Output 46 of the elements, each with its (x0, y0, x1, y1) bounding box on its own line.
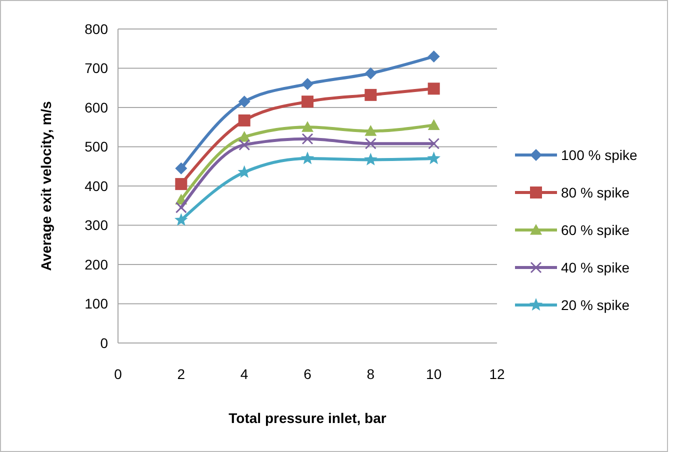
y-tick-label: 500 (84, 138, 108, 155)
point (427, 152, 440, 164)
point (302, 96, 314, 108)
point (302, 133, 314, 145)
point (428, 50, 440, 62)
x-tick-label: 10 (426, 366, 442, 382)
legend-label: 100 % spike (561, 146, 638, 163)
point (175, 162, 188, 174)
y-tick-label: 200 (84, 256, 108, 272)
legend-label: 20 % spike (561, 296, 630, 313)
y-tick-label: 400 (84, 178, 108, 194)
legend-label: 40 % spike (561, 259, 630, 276)
point (428, 138, 440, 150)
point (238, 139, 250, 151)
x-tick-label: 6 (304, 366, 312, 382)
x-tick-label: 2 (177, 366, 186, 382)
x-tick-label: 12 (489, 366, 505, 382)
x-axis-title: Total pressure inlet, bar (228, 410, 387, 426)
point (302, 121, 314, 132)
y-tick-label: 300 (84, 217, 108, 234)
point (364, 125, 377, 136)
x-tick-label: 4 (240, 366, 248, 382)
point (364, 138, 376, 150)
y-tick-label: 800 (84, 20, 108, 37)
point (238, 165, 251, 178)
point (302, 78, 314, 90)
point (238, 96, 250, 108)
y-axis-title: Average exit velocity, m/s (38, 100, 54, 271)
x-tick-label: 8 (366, 366, 375, 382)
y-tick-label: 700 (84, 60, 108, 76)
point (238, 114, 250, 126)
legend-label: 60 % spike (561, 222, 630, 238)
point (428, 119, 440, 130)
point (174, 213, 188, 226)
x-tick-label: 0 (114, 366, 122, 382)
y-tick-label: 600 (84, 99, 108, 116)
point (300, 152, 314, 164)
y-tick-label: 0 (100, 334, 108, 351)
point (428, 82, 440, 95)
y-tick-label: 100 (84, 296, 108, 312)
point (175, 202, 187, 214)
point (364, 67, 377, 80)
point (364, 152, 378, 166)
legend-label: 80 % spike (561, 184, 630, 200)
point (364, 88, 377, 101)
point (175, 178, 188, 190)
